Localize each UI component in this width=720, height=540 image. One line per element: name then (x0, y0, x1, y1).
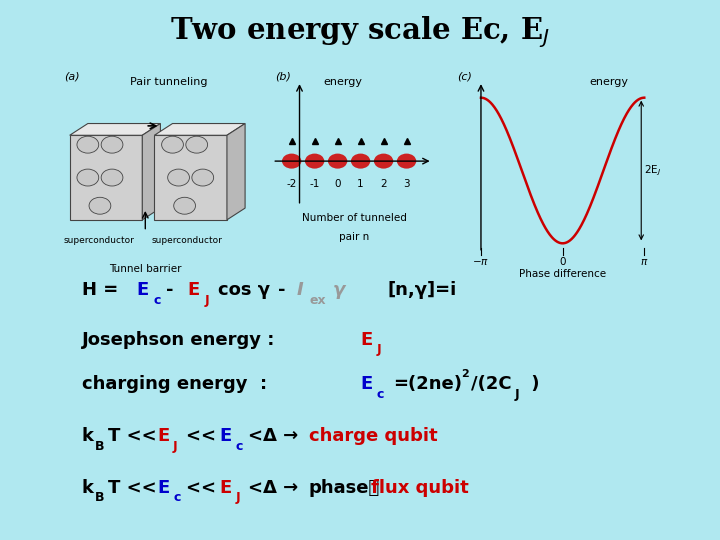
Text: c: c (173, 491, 181, 504)
Text: T <<: T << (108, 427, 156, 445)
Text: cos γ: cos γ (218, 281, 270, 299)
Text: J: J (377, 343, 382, 356)
Text: Tunnel barrier: Tunnel barrier (109, 265, 181, 274)
Text: -2: -2 (287, 179, 297, 189)
Text: Two energy scale Ec, E$_J$: Two energy scale Ec, E$_J$ (170, 15, 550, 50)
Text: E: E (158, 478, 170, 497)
Text: 0: 0 (559, 258, 566, 267)
Circle shape (161, 136, 184, 153)
Text: flux qubit: flux qubit (371, 478, 469, 497)
Text: superconductor: superconductor (151, 237, 222, 245)
Circle shape (186, 136, 207, 153)
Circle shape (168, 169, 189, 186)
Text: J: J (515, 388, 519, 401)
Circle shape (89, 197, 111, 214)
Ellipse shape (282, 153, 302, 168)
Text: k: k (82, 427, 94, 445)
Text: E: E (360, 375, 372, 393)
Text: c: c (377, 388, 384, 401)
Text: charge qubit: charge qubit (309, 427, 437, 445)
Text: 0: 0 (334, 179, 341, 189)
Circle shape (174, 197, 196, 214)
Text: B: B (95, 440, 104, 453)
Text: Phase difference: Phase difference (519, 269, 606, 279)
Text: J: J (235, 491, 240, 504)
Ellipse shape (305, 153, 324, 168)
Text: k: k (82, 478, 94, 497)
Text: $\pi$: $\pi$ (640, 258, 649, 267)
Text: J: J (204, 294, 210, 307)
Ellipse shape (328, 153, 347, 168)
Text: ): ) (525, 375, 539, 393)
Polygon shape (227, 124, 245, 220)
Text: -: - (166, 281, 174, 299)
Text: E: E (360, 330, 372, 349)
Text: phase、: phase、 (309, 478, 380, 497)
Text: $-\pi$: $-\pi$ (472, 258, 490, 267)
Text: Josephson energy :: Josephson energy : (82, 330, 275, 349)
Text: -: - (279, 281, 286, 299)
Text: 1: 1 (357, 179, 364, 189)
Text: energy: energy (590, 77, 629, 86)
Text: E: E (158, 427, 170, 445)
Circle shape (101, 136, 123, 153)
Text: <Δ →: <Δ → (248, 427, 298, 445)
Text: E: E (220, 427, 232, 445)
Text: J: J (173, 440, 178, 453)
Text: 2E$_J$: 2E$_J$ (644, 163, 662, 178)
Text: (a): (a) (63, 72, 79, 82)
Text: E: E (188, 281, 200, 299)
Circle shape (192, 169, 214, 186)
Text: I: I (297, 281, 303, 299)
Text: [n,γ]=i: [n,γ]=i (387, 281, 456, 299)
Text: c: c (153, 294, 161, 307)
Polygon shape (70, 124, 161, 135)
Text: 2: 2 (380, 179, 387, 189)
Polygon shape (143, 124, 161, 220)
Circle shape (101, 169, 123, 186)
Text: /(2C: /(2C (471, 375, 511, 393)
Text: Pair tunneling: Pair tunneling (130, 77, 207, 86)
Text: superconductor: superconductor (63, 237, 135, 245)
Text: E: E (136, 281, 148, 299)
Polygon shape (154, 135, 227, 220)
Text: 3: 3 (403, 179, 410, 189)
Text: (c): (c) (456, 72, 472, 82)
Text: c: c (235, 440, 243, 453)
Text: =(2ne): =(2ne) (393, 375, 462, 393)
Text: <<: << (186, 427, 222, 445)
Circle shape (77, 136, 99, 153)
Ellipse shape (397, 153, 416, 168)
Text: Number of tunneled: Number of tunneled (302, 213, 406, 223)
Text: pair n: pair n (339, 232, 369, 241)
Text: energy: energy (324, 77, 363, 86)
Text: <Δ →: <Δ → (248, 478, 298, 497)
Polygon shape (70, 135, 143, 220)
Text: -1: -1 (310, 179, 320, 189)
Text: ex: ex (310, 294, 326, 307)
Text: (b): (b) (275, 72, 291, 82)
Text: H =: H = (82, 281, 118, 299)
Circle shape (77, 169, 99, 186)
Text: γ: γ (333, 281, 345, 299)
Text: charging energy  :: charging energy : (82, 375, 267, 393)
Text: T <<: T << (108, 478, 156, 497)
Text: 2: 2 (461, 369, 469, 379)
Text: E: E (220, 478, 232, 497)
Ellipse shape (374, 153, 393, 168)
Text: <<: << (186, 478, 222, 497)
Polygon shape (154, 124, 245, 135)
Text: B: B (95, 491, 104, 504)
Ellipse shape (351, 153, 370, 168)
